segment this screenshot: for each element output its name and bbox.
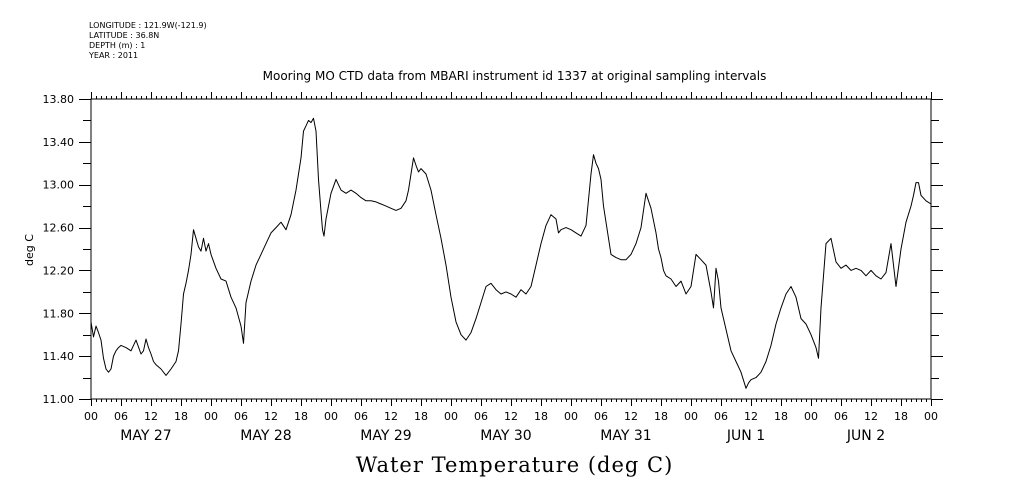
- x-hour-label: 06: [234, 410, 248, 423]
- x-hour-label: 06: [354, 410, 368, 423]
- x-hour-label: 12: [864, 410, 878, 423]
- longitude-label: LONGITUDE : 121.9W(-121.9): [89, 21, 207, 30]
- x-day-label: MAY 30: [480, 428, 531, 444]
- mooring-metadata: LONGITUDE : 121.9W(-121.9) LATITUDE : 36…: [89, 21, 207, 61]
- x-hour-label: 12: [264, 410, 278, 423]
- x-day-label: JUN 2: [846, 428, 885, 444]
- temperature-series-line: [90, 117, 932, 389]
- x-day-label: MAY 31: [600, 428, 651, 444]
- depth-label: DEPTH (m) : 1: [89, 41, 146, 50]
- x-hour-label: 06: [474, 410, 488, 423]
- y-tick-label: 11.80: [43, 307, 75, 320]
- year-label: YEAR : 2011: [89, 51, 139, 60]
- x-hour-label: 12: [624, 410, 638, 423]
- x-hour-label: 00: [924, 410, 938, 423]
- x-hour-label: 18: [894, 410, 908, 423]
- x-hour-label: 18: [294, 410, 308, 423]
- x-hour-label: 00: [84, 410, 98, 423]
- x-hour-label: 06: [114, 410, 128, 423]
- x-axis-title: Water Temperature (deg C): [355, 453, 674, 477]
- x-hour-label: 06: [714, 410, 728, 423]
- y-tick-label: 13.80: [43, 93, 75, 106]
- latitude-label: LATITUDE : 36.8N: [89, 31, 160, 40]
- y-tick-label: 11.00: [43, 393, 75, 406]
- y-axis-label: deg C: [23, 234, 36, 266]
- x-hour-label: 12: [144, 410, 158, 423]
- y-tick-label: 12.60: [43, 222, 75, 235]
- y-tick-label: 13.40: [43, 136, 75, 149]
- x-hour-label: 12: [384, 410, 398, 423]
- x-hour-label: 06: [834, 410, 848, 423]
- x-hour-label: 00: [804, 410, 818, 423]
- x-day-label: MAY 28: [240, 428, 291, 444]
- x-day-label: JUN 1: [726, 428, 765, 444]
- y-tick-label: 11.40: [43, 350, 75, 363]
- x-hour-label: 18: [174, 410, 188, 423]
- plot-frame: [90, 98, 932, 400]
- x-hour-label: 00: [204, 410, 218, 423]
- x-hour-label: 18: [414, 410, 428, 423]
- y-tick-label: 13.00: [43, 179, 75, 192]
- y-tick-label: 12.20: [43, 264, 75, 277]
- x-hour-label: 12: [504, 410, 518, 423]
- x-day-label: MAY 29: [360, 428, 411, 444]
- x-hour-label: 18: [774, 410, 788, 423]
- x-hour-label: 06: [594, 410, 608, 423]
- x-hour-label: 18: [654, 410, 668, 423]
- x-hour-label: 18: [534, 410, 548, 423]
- chart-title: Mooring MO CTD data from MBARI instrumen…: [262, 69, 767, 83]
- x-day-label: MAY 27: [120, 428, 171, 444]
- x-hour-label: 12: [744, 410, 758, 423]
- x-hour-label: 00: [444, 410, 458, 423]
- x-hour-label: 00: [564, 410, 578, 423]
- x-hour-label: 00: [684, 410, 698, 423]
- x-hour-label: 00: [324, 410, 338, 423]
